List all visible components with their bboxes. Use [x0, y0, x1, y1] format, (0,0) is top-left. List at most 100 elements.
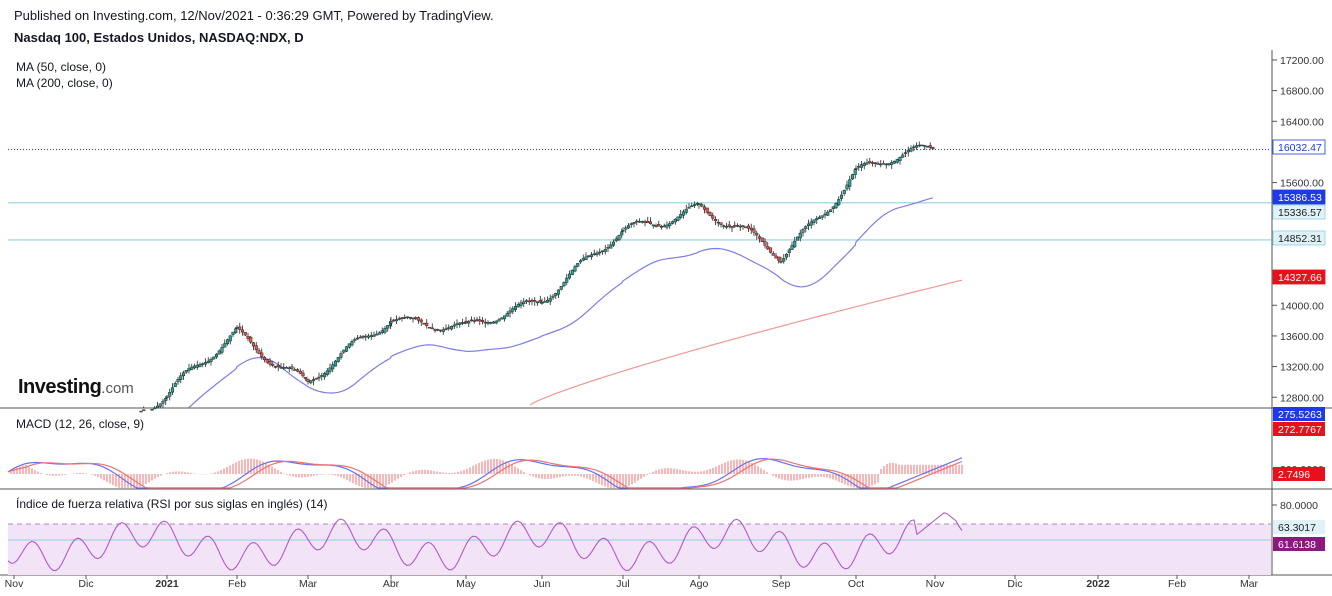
- candle-down: [279, 366, 283, 369]
- candle-down: [416, 317, 421, 321]
- candle-up: [898, 157, 902, 161]
- ma50-legend[interactable]: MA (50, close, 0): [16, 60, 107, 74]
- candle-up: [724, 226, 729, 228]
- candle-up: [497, 319, 501, 322]
- candle-down: [392, 319, 396, 322]
- candle-up: [834, 203, 838, 209]
- candle-up: [817, 216, 822, 219]
- candle-down: [257, 350, 261, 354]
- candle-up: [502, 315, 507, 320]
- candle-up: [862, 163, 866, 166]
- candle-up: [795, 236, 800, 241]
- price-tag-label: 15386.53: [1278, 192, 1322, 204]
- macd-tag-box: [1273, 467, 1325, 481]
- candle-down: [464, 320, 468, 323]
- candle-up: [165, 396, 169, 399]
- candle-up: [620, 231, 624, 236]
- time-tick-label: Mar: [1240, 578, 1259, 590]
- candle-up: [912, 146, 916, 149]
- candle-up: [587, 255, 591, 257]
- candle-up: [812, 219, 816, 223]
- candle-up: [176, 379, 180, 383]
- macd-legend[interactable]: MACD (12, 26, close, 9): [16, 417, 145, 431]
- candle-down: [475, 319, 479, 321]
- candle-up: [336, 357, 340, 362]
- price-tick-label: 14000.00: [1280, 300, 1324, 312]
- candle-up: [887, 163, 891, 165]
- time-tick-label: Nov: [926, 578, 945, 590]
- candle-down: [533, 300, 537, 302]
- candle-up: [322, 373, 327, 378]
- candle-up: [548, 298, 552, 302]
- candle-up: [158, 403, 162, 407]
- price-tick-label: 12800.00: [1280, 392, 1324, 404]
- candle-up: [511, 308, 515, 312]
- candle-up: [903, 152, 908, 154]
- candle-up: [837, 199, 841, 206]
- candle-down: [268, 361, 272, 365]
- candle-up: [676, 216, 680, 221]
- rsi-line: [7, 512, 963, 572]
- candle-up: [535, 301, 540, 304]
- candle-up: [787, 249, 791, 253]
- candle-down: [301, 372, 305, 377]
- candle-up: [225, 339, 230, 345]
- candle-down: [249, 336, 253, 343]
- candle-up: [508, 310, 512, 314]
- candle-up: [859, 164, 864, 168]
- candle-down: [873, 162, 877, 164]
- candle-up: [339, 353, 343, 358]
- candle-up: [444, 328, 448, 330]
- candle-up: [839, 194, 844, 199]
- candle-up: [614, 238, 618, 242]
- candle-down: [733, 225, 737, 227]
- candle-up: [659, 226, 664, 228]
- candle-up: [187, 368, 191, 371]
- candle-up: [153, 407, 157, 410]
- price-tag-box: [1272, 269, 1326, 285]
- candle-up: [486, 322, 490, 324]
- candle-down: [430, 327, 434, 330]
- candle-up: [842, 189, 846, 194]
- candle-up: [438, 329, 443, 332]
- candle-up: [629, 223, 633, 225]
- candle-up: [609, 244, 613, 249]
- candle-down: [405, 316, 410, 319]
- rsi-legend[interactable]: Índice de fuerza relativa (RSI por sus s…: [16, 497, 328, 511]
- macd-tag-label: 2.7496: [1278, 469, 1310, 481]
- candle-up: [692, 204, 697, 206]
- time-tick-label: May: [456, 578, 477, 590]
- time-tick-label: Dic: [1007, 578, 1022, 590]
- candle-up: [489, 322, 493, 324]
- ma200-legend[interactable]: MA (200, close, 0): [16, 76, 113, 90]
- candle-down: [746, 225, 751, 229]
- candle-up: [375, 333, 379, 336]
- candle-up: [150, 408, 154, 411]
- candle-up: [793, 240, 797, 248]
- candle-up: [198, 364, 202, 367]
- candle-up: [383, 328, 387, 333]
- candle-up: [155, 405, 160, 409]
- price-tick-label: 17200.00: [1280, 55, 1324, 67]
- candle-down: [708, 212, 712, 216]
- candle-up: [895, 159, 899, 163]
- candle-down: [749, 227, 753, 231]
- candle-down: [705, 207, 709, 213]
- candle-up: [815, 218, 819, 221]
- candle-up: [606, 247, 610, 249]
- candle-up: [801, 229, 805, 233]
- candle-down: [419, 319, 423, 323]
- candle-up: [690, 205, 694, 208]
- candle-up: [394, 319, 399, 322]
- candle-up: [611, 241, 616, 246]
- candle-up: [309, 380, 313, 384]
- candle-down: [702, 206, 707, 210]
- candle-down: [397, 318, 401, 320]
- candle-up: [603, 249, 607, 252]
- candle-up: [460, 322, 465, 324]
- candle-up: [273, 366, 278, 368]
- candle-up: [848, 179, 852, 187]
- candle-up: [449, 326, 454, 330]
- macd-tag-label: 272.7767: [1278, 424, 1322, 436]
